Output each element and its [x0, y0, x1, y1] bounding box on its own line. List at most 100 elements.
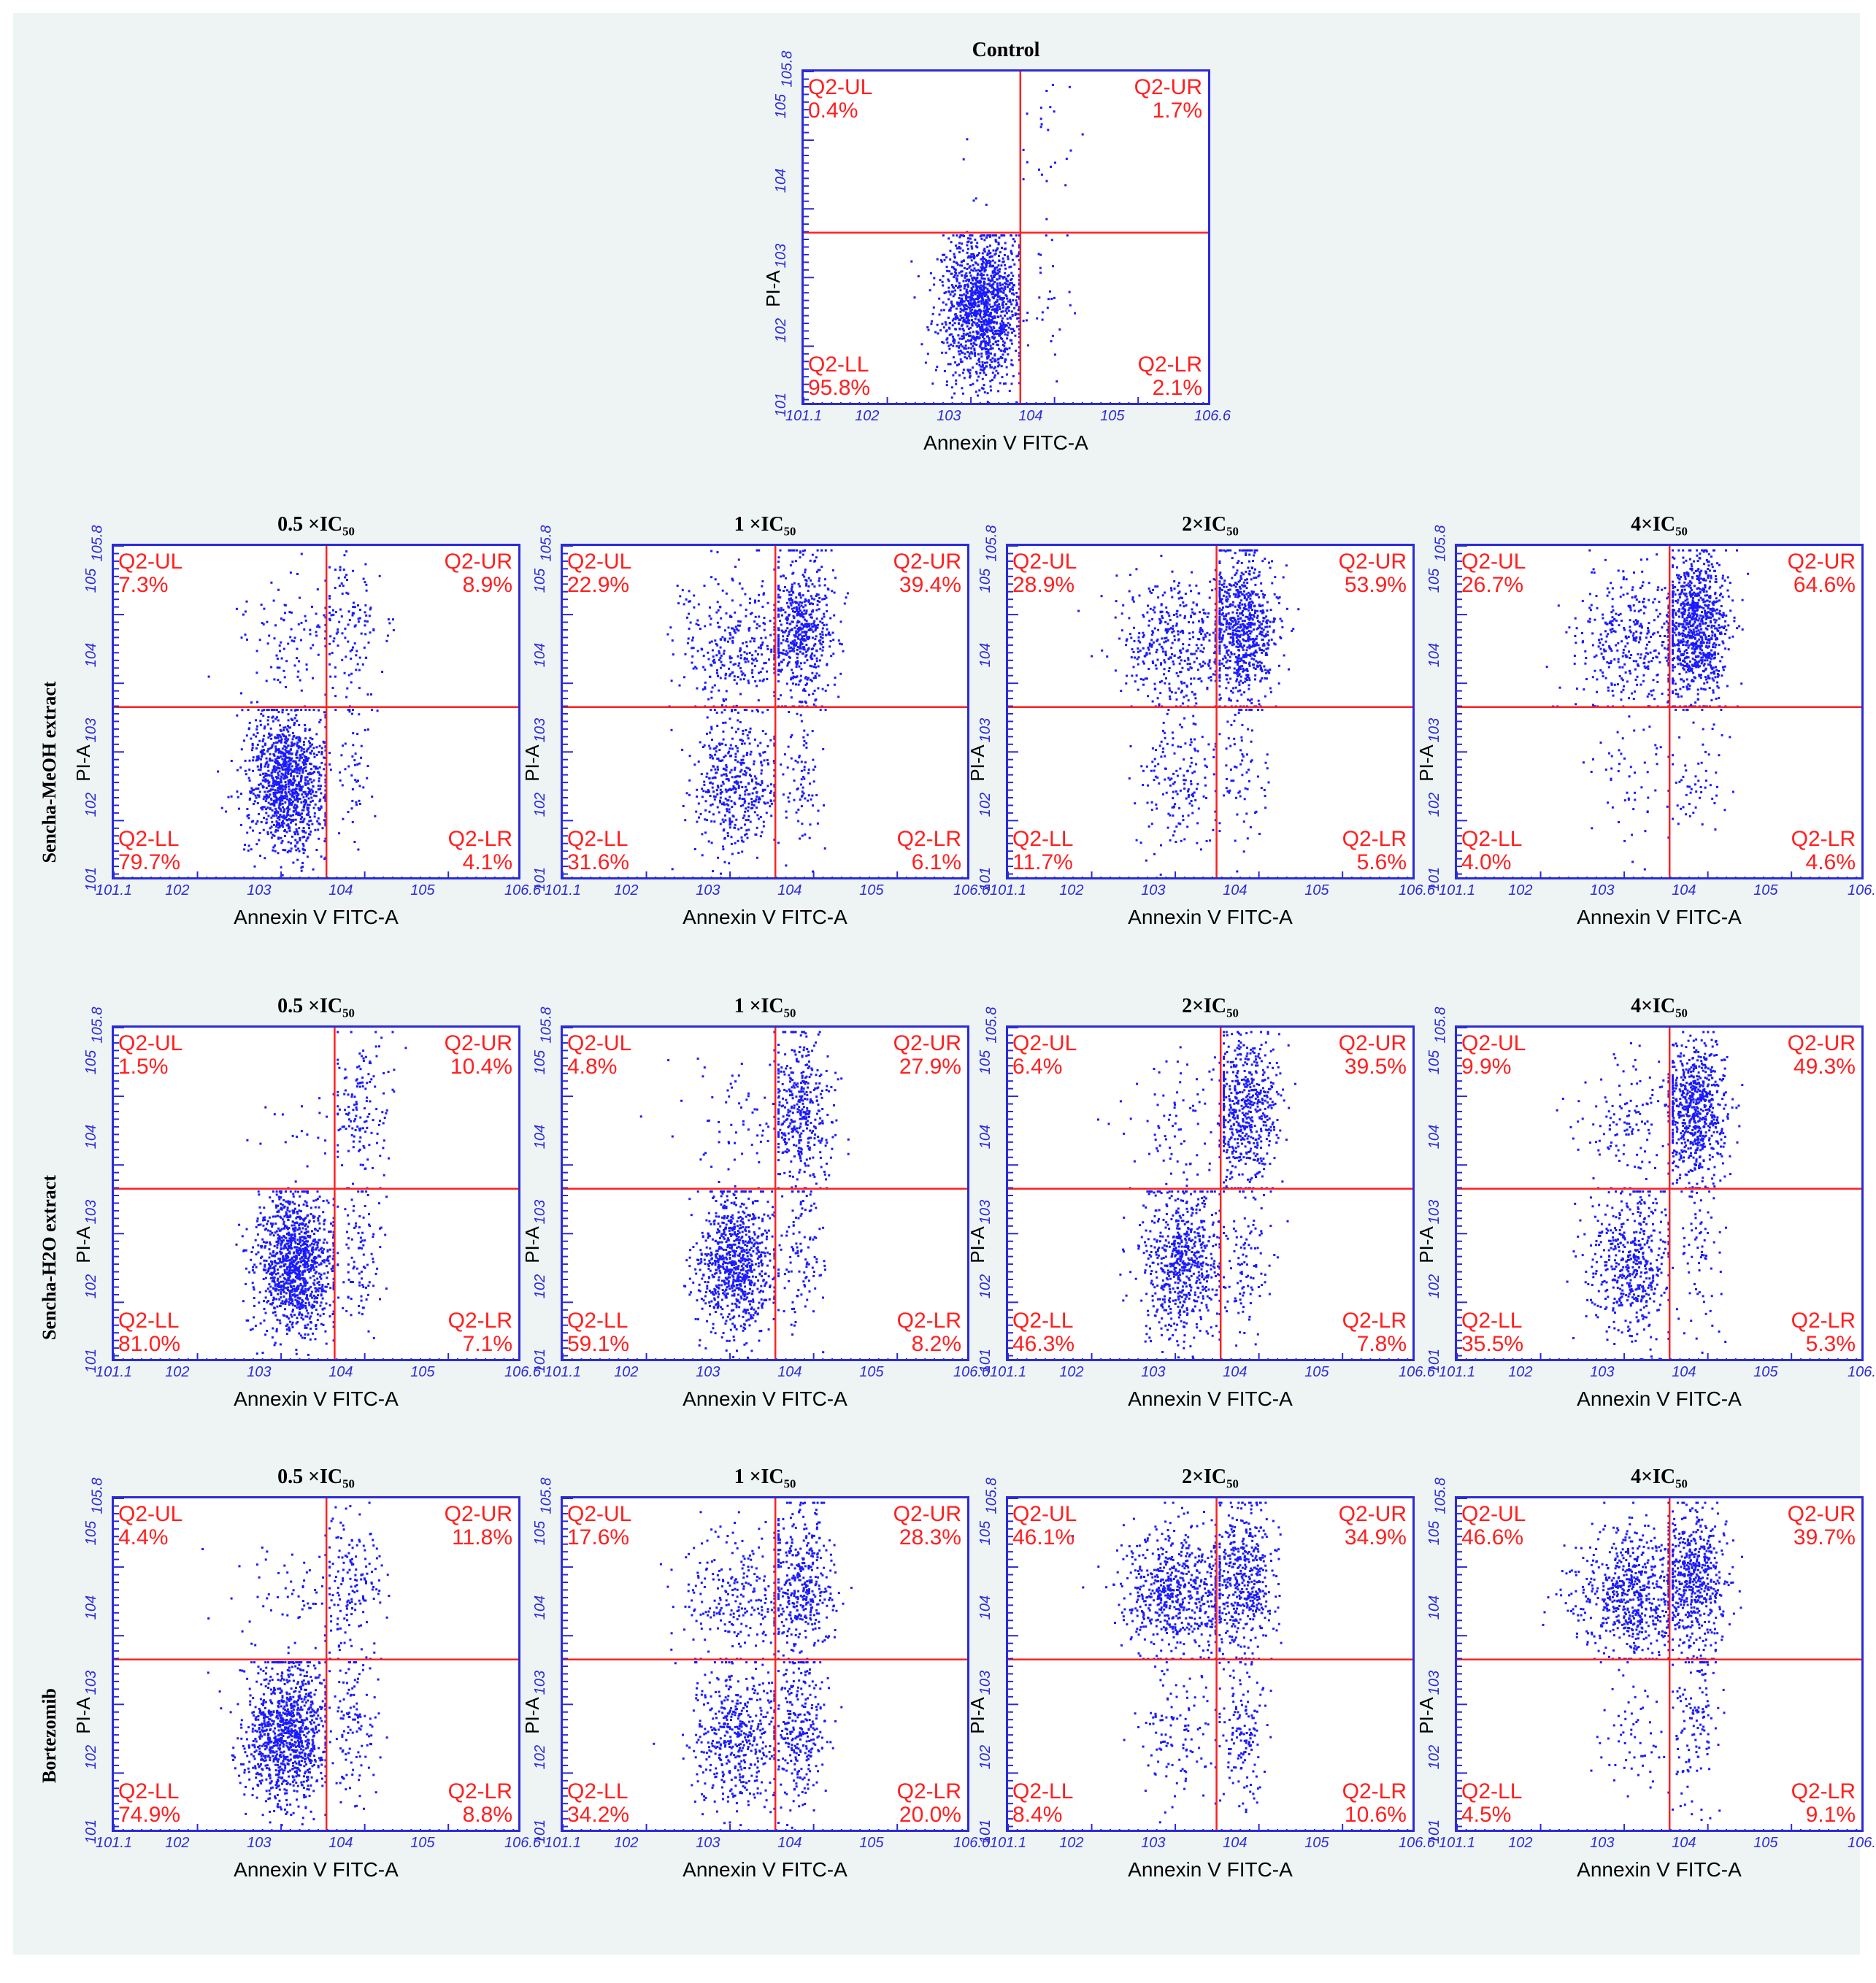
event-ll: [731, 820, 734, 823]
event-ll: [751, 709, 754, 712]
event-ul: [761, 643, 764, 646]
event-ll: [713, 776, 716, 779]
event-ll: [283, 762, 286, 765]
event-ll: [712, 870, 715, 873]
event-ll: [306, 837, 309, 840]
event-lr: [1039, 266, 1042, 269]
event-ll: [967, 300, 970, 303]
event-ll: [290, 717, 293, 720]
event-ll: [261, 808, 264, 811]
event-ll: [276, 878, 278, 879]
event-ur: [805, 631, 808, 634]
event-ll: [942, 234, 945, 237]
event-ur: [786, 627, 789, 630]
event-ll: [995, 340, 997, 343]
event-ll: [307, 747, 310, 750]
event-lr: [334, 709, 337, 712]
event-ll: [999, 349, 1002, 352]
event-ur: [780, 629, 783, 632]
event-ur: [777, 596, 780, 599]
event-ul: [1168, 667, 1171, 669]
event-ur: [793, 647, 796, 650]
event-ll: [941, 341, 944, 344]
event-ll: [268, 774, 271, 777]
event-ll: [728, 750, 731, 753]
event-ll: [1187, 790, 1189, 793]
event-lr: [1261, 709, 1264, 712]
event-ul: [317, 624, 320, 627]
event-ll: [1001, 324, 1004, 327]
event-ll: [945, 256, 948, 259]
quadrant-percent: 4.1%: [462, 850, 512, 874]
event-ur: [806, 678, 809, 681]
event-ll: [984, 340, 987, 343]
event-ur: [831, 569, 834, 571]
event-ul: [290, 611, 293, 614]
event-ll: [728, 788, 731, 791]
event-ll: [986, 262, 989, 264]
x-tick-label: 101.1: [96, 882, 133, 898]
event-lr: [1236, 870, 1239, 873]
event-ll: [715, 745, 718, 748]
event-ur: [812, 693, 815, 695]
event-ll: [992, 320, 995, 323]
event-ll: [994, 252, 997, 255]
event-ul: [1129, 633, 1131, 636]
event-ll: [965, 317, 968, 320]
event-ll: [248, 759, 251, 762]
event-ll: [1196, 822, 1199, 825]
event-ul: [282, 647, 285, 650]
event-ur: [788, 633, 791, 636]
event-ll: [1010, 342, 1013, 345]
event-ll: [965, 275, 968, 277]
event-ll: [298, 788, 301, 790]
event-ur: [777, 652, 780, 655]
event-ll: [742, 817, 745, 820]
event-ur: [777, 613, 780, 616]
event-ll: [265, 797, 268, 800]
event-lr: [364, 729, 366, 731]
event-ll: [301, 812, 304, 815]
event-ll: [747, 737, 750, 740]
event-ll: [274, 780, 277, 783]
event-ul: [282, 669, 285, 672]
event-lr: [795, 811, 798, 814]
event-ll: [976, 295, 979, 298]
event-ul: [717, 609, 720, 612]
event-ll: [936, 323, 939, 326]
event-ul: [669, 626, 672, 629]
event-ll: [1002, 257, 1004, 260]
event-ll: [281, 711, 284, 714]
event-ll: [997, 243, 1000, 245]
event-ul: [242, 613, 245, 616]
event-ul: [773, 622, 776, 625]
event-ur: [792, 615, 795, 617]
event-ur: [790, 597, 792, 600]
event-ul: [757, 646, 760, 649]
event-ur: [345, 574, 348, 577]
event-ll: [285, 795, 288, 798]
event-ul: [288, 611, 291, 614]
event-ul: [725, 698, 728, 701]
event-ll: [261, 785, 264, 788]
event-ll: [1001, 287, 1004, 290]
event-ul: [1166, 623, 1169, 625]
event-ll: [741, 850, 744, 853]
panel-title: 1 ×IC50: [734, 513, 796, 539]
event-ll: [261, 806, 264, 809]
quadrant-lr-label: Q2-LR 6.1%: [897, 828, 961, 874]
event-ll: [283, 741, 286, 744]
event-ur: [801, 574, 804, 577]
event-ul: [296, 573, 299, 575]
event-ll: [969, 290, 972, 293]
event-ur: [355, 650, 358, 652]
event-ll: [985, 350, 988, 353]
event-ll: [733, 769, 736, 771]
event-ll: [722, 767, 725, 770]
event-lr: [1236, 813, 1239, 816]
event-ul: [268, 634, 271, 637]
event-ll: [977, 353, 980, 355]
event-ul: [1114, 616, 1117, 619]
event-lr: [1242, 755, 1245, 758]
event-ll: [701, 796, 704, 798]
